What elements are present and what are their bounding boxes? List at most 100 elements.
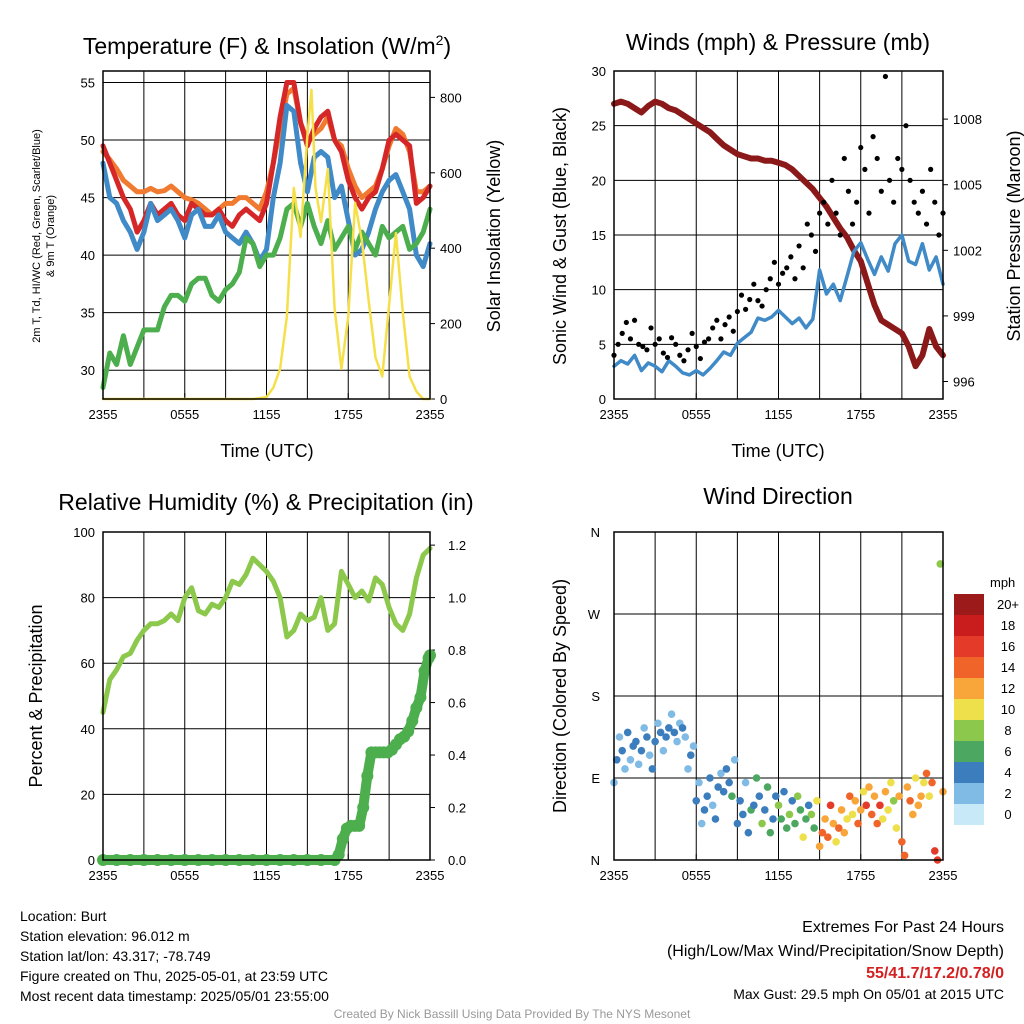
gust-point xyxy=(685,347,690,352)
direction-point xyxy=(624,729,632,737)
direction-point xyxy=(660,747,668,755)
x-tick-label: 0555 xyxy=(682,407,711,422)
x-tick-label: 2355 xyxy=(600,407,629,422)
gust-point xyxy=(718,336,723,341)
y-tick-label: S xyxy=(591,689,600,704)
y2-tick-label: 1005 xyxy=(953,178,982,193)
direction-point xyxy=(679,724,687,732)
insolation-y2-axis-label: Solar Insolation (Yellow) xyxy=(484,140,504,332)
x-tick-label: 1155 xyxy=(765,868,793,883)
direction-point xyxy=(673,738,681,746)
direction-point xyxy=(862,802,870,810)
y-tick-label: 30 xyxy=(81,363,95,378)
pressure-y2-axis-label: Station Pressure (Maroon) xyxy=(1004,130,1024,341)
direction-point xyxy=(794,792,802,800)
y-tick-label: 20 xyxy=(81,787,95,802)
direction-point xyxy=(687,751,695,759)
direction-point xyxy=(728,792,736,800)
legend-swatch xyxy=(954,783,984,804)
y2-tick-label: 0.8 xyxy=(448,643,466,658)
gust-point xyxy=(628,336,633,341)
gust-point xyxy=(813,249,818,254)
gust-point xyxy=(895,156,900,161)
direction-point xyxy=(627,756,635,764)
direction-point xyxy=(725,779,733,787)
wind-direction-y-axis-label: Direction (Colored By Speed) xyxy=(550,579,570,813)
direction-point xyxy=(638,747,646,755)
direction-point xyxy=(876,802,884,810)
legend-label: 18 xyxy=(1001,618,1015,633)
direction-point xyxy=(882,788,890,796)
direction-point xyxy=(920,779,928,787)
direction-point xyxy=(654,720,662,728)
y-tick-label: 55 xyxy=(81,76,95,91)
direction-point xyxy=(618,747,626,755)
legend-swatch xyxy=(954,762,984,783)
y-tick-label: 35 xyxy=(81,306,95,321)
x-tick-label: 2355 xyxy=(416,407,445,422)
legend-title: mph xyxy=(990,575,1015,590)
gust-point xyxy=(858,145,863,150)
y-tick-label: 30 xyxy=(592,64,606,79)
precip-point xyxy=(414,691,426,703)
direction-point xyxy=(884,806,892,814)
direction-point xyxy=(723,765,731,773)
station-location: Location: Burt xyxy=(20,906,329,926)
direction-point xyxy=(756,792,764,800)
y2-tick-label: 600 xyxy=(440,166,462,181)
direction-point xyxy=(805,802,813,810)
direction-point xyxy=(745,829,753,837)
wind-speed-color-legend: mph 20+181614121086420 xyxy=(954,575,1019,825)
y2-tick-label: 200 xyxy=(440,317,462,332)
humidity-y-axis-label: Percent & Precipitation xyxy=(26,604,46,787)
x-tick-label: 1755 xyxy=(334,407,363,422)
legend-swatch xyxy=(954,741,984,762)
direction-point xyxy=(668,710,676,718)
gust-point xyxy=(866,211,871,216)
legend-label: 16 xyxy=(1001,639,1015,654)
legend-label: 2 xyxy=(1004,786,1011,801)
y2-tick-label: 996 xyxy=(953,375,975,390)
y-tick-label: 45 xyxy=(81,191,95,206)
y2-tick-label: 0.0 xyxy=(448,853,466,868)
y-tick-label: N xyxy=(591,853,600,868)
legend-swatch xyxy=(954,720,984,741)
direction-point xyxy=(821,815,829,823)
direction-point xyxy=(909,811,917,819)
direction-point xyxy=(621,765,629,773)
direction-point xyxy=(906,797,914,805)
x-tick-label: 2355 xyxy=(416,868,445,883)
gust-point xyxy=(780,271,785,276)
y-tick-label: 25 xyxy=(592,119,606,134)
direction-point xyxy=(739,811,747,819)
direction-point xyxy=(632,738,640,746)
temperature-x-axis-label: Time (UTC) xyxy=(220,441,313,461)
direction-point xyxy=(912,774,920,782)
gust-point xyxy=(920,189,925,194)
gust-point xyxy=(924,221,929,226)
direction-point xyxy=(841,829,849,837)
direction-point xyxy=(643,733,651,741)
y-tick-label: 15 xyxy=(592,228,606,243)
temperature-y-axis-label: 2m T, Td, HI/WC (Red, Green, Scarlet/Blu… xyxy=(31,129,43,343)
direction-point xyxy=(742,779,750,787)
gust-point xyxy=(838,232,843,237)
gust-point xyxy=(743,307,748,312)
gust-point xyxy=(842,156,847,161)
direction-point xyxy=(662,733,670,741)
gust-point xyxy=(883,74,888,79)
direction-point xyxy=(701,806,709,814)
y2-tick-label: 1.2 xyxy=(448,538,466,553)
gust-point xyxy=(768,276,773,281)
gust-point xyxy=(747,297,752,302)
direction-point xyxy=(895,792,903,800)
direction-point xyxy=(791,820,799,828)
direction-point xyxy=(736,797,744,805)
precip-point xyxy=(357,802,369,814)
x-tick-label: 2355 xyxy=(600,868,629,883)
figure-created: Figure created on Thu, 2025-05-01, at 23… xyxy=(20,966,329,986)
direction-point xyxy=(797,806,805,814)
gust-point xyxy=(879,189,884,194)
y-tick-label: 100 xyxy=(73,525,95,540)
direction-point xyxy=(777,815,785,823)
